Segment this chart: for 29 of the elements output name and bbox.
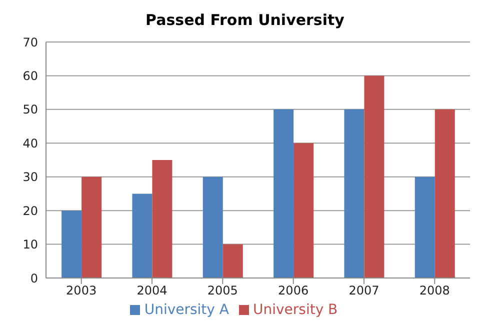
y-tick-label: 40	[22, 136, 38, 150]
chart-title: Passed From University	[144, 10, 346, 31]
x-tick-label: 2005	[207, 284, 238, 298]
bar	[82, 176, 102, 278]
bar	[132, 194, 152, 278]
bar	[414, 176, 435, 278]
y-tick-label: 70	[22, 35, 38, 50]
y-tick-label: 10	[22, 238, 38, 252]
bar	[344, 109, 364, 278]
y-tick-label: 30	[22, 170, 38, 184]
bar	[294, 143, 314, 278]
bar	[62, 210, 82, 278]
bar	[222, 244, 243, 278]
bar	[274, 109, 294, 278]
y-tick-label: 50	[22, 102, 38, 117]
x-tick-label: 2007	[348, 284, 380, 298]
x-tick-label: 2004	[136, 284, 168, 298]
x-tick-label: 2006	[278, 284, 309, 298]
bar	[364, 76, 384, 278]
x-tick-label: 2008	[419, 284, 450, 298]
y-tick-label: 0	[30, 271, 38, 286]
y-tick-label: 60	[22, 68, 38, 83]
bar	[152, 160, 172, 278]
y-tick-label: 20	[22, 204, 38, 218]
legend-label: University A	[144, 302, 229, 318]
bar	[434, 109, 455, 278]
x-tick-label: 2003	[66, 284, 97, 298]
bar	[202, 176, 223, 278]
legend-label: University B	[252, 302, 338, 318]
